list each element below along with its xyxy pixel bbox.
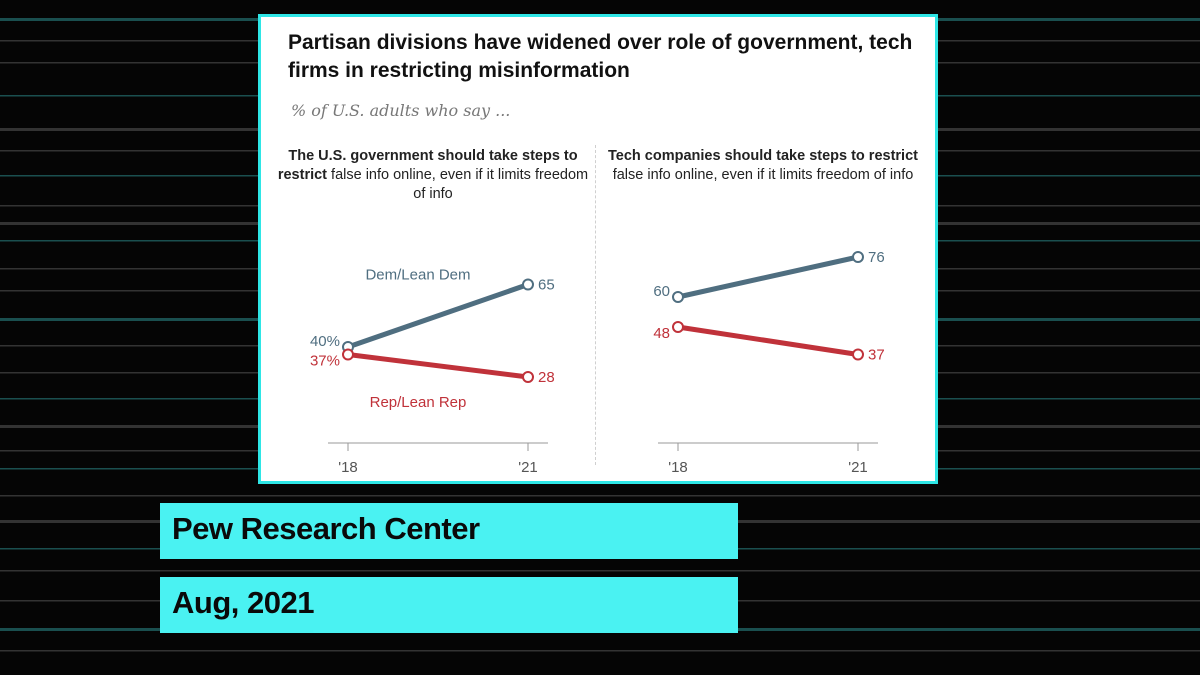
panel-heading-rest: false info online, even if it limits fre… [331,167,589,202]
panel-government: The U.S. government should take steps to… [273,147,593,477]
data-label: 76 [868,249,885,266]
source-label: Pew Research Center [172,511,480,546]
series-line [347,352,529,380]
data-point [852,251,864,263]
data-label: 65 [538,277,555,294]
date-label: Aug, 2021 [172,585,314,620]
source-banner: Pew Research Center [160,503,738,559]
panel-heading-rest: false info online, even if it limits fre… [612,167,914,183]
chart-card: Partisan divisions have widened over rol… [258,14,938,484]
data-label: 37% [310,353,340,370]
data-point [852,348,864,361]
data-point [672,321,684,333]
chart-government: '18 '21 40% 65 Dem/Lean Dem 37% 28 Rep/Lean Rep [310,267,555,477]
x-tick-label: '18 [338,459,358,476]
panel-heading-bold: Tech companies should take steps to rest… [608,148,918,164]
data-label: 28 [538,369,555,386]
data-label: 48 [653,325,670,342]
panel-heading-bold: The U.S. government should take steps to… [277,148,578,183]
series-label: Dem/Lean Dem [365,267,470,284]
panel-divider [595,145,596,465]
data-point [672,291,684,303]
series-label: Rep/Lean Rep [370,394,467,411]
data-label: 40% [310,333,340,350]
panel-tech: Tech companies should take steps to rest… [603,147,923,477]
series-line [677,324,859,357]
x-tick-label: '21 [518,459,538,476]
data-point [522,371,534,383]
series-line [677,254,859,300]
data-label: 60 [653,283,670,300]
chart-tech: '18 '21 60 76 48 37 [653,249,885,476]
data-point [522,278,534,291]
x-tick-label: '18 [668,459,688,476]
series-line [347,282,529,350]
chart-subtitle: % of U.S. adults who say ... [291,101,511,120]
data-label: 37 [868,347,885,364]
date-banner: Aug, 2021 [160,577,738,633]
panel-heading: The U.S. government should take steps to… [273,147,593,204]
panel-heading: Tech companies should take steps to rest… [603,147,923,185]
chart-title: Partisan divisions have widened over rol… [288,31,913,82]
data-point [342,348,354,361]
x-tick-label: '21 [848,459,868,476]
